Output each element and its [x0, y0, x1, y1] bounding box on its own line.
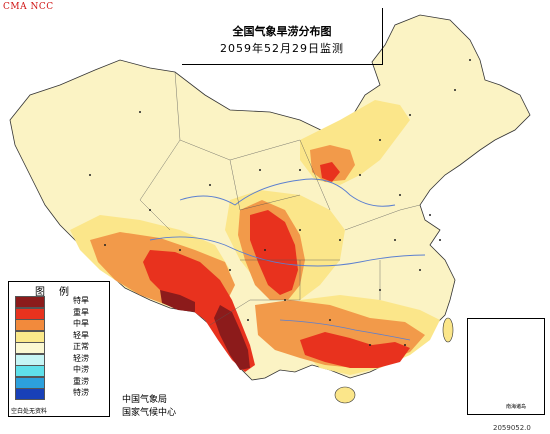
legend-item: 正常 — [15, 342, 105, 354]
map-title-box: 全国气象旱涝分布图 2059年52月29日监测 — [182, 8, 383, 65]
legend-item: 重涝 — [15, 376, 105, 389]
legend-swatch — [15, 319, 45, 331]
org-name-line1: 中国气象局 — [122, 395, 168, 405]
legend-item: 重旱 — [15, 307, 105, 320]
legend-swatch — [15, 307, 45, 320]
legend-label: 中旱 — [73, 319, 89, 328]
inset-label: 南海诸岛 — [506, 404, 527, 410]
taiwan-island — [442, 317, 454, 343]
legend-swatch — [15, 376, 45, 389]
legend-item: 中旱 — [15, 319, 105, 331]
map-code: 2059052.0 — [493, 424, 531, 432]
map-date: 2059年52月29日监测 — [220, 42, 344, 55]
province-borders — [139, 71, 421, 326]
legend-item: 中涝 — [15, 365, 105, 377]
legend-label: 特涝 — [73, 388, 89, 397]
drought-zone-severe-center — [250, 210, 298, 295]
drought-zone-severe-south — [300, 332, 410, 368]
legend-label: 轻涝 — [73, 353, 89, 363]
legend-item: 特旱 — [15, 296, 105, 308]
legend-swatch — [15, 388, 45, 400]
legend-item: 轻涝 — [15, 353, 105, 366]
legend-label: 特旱 — [73, 296, 89, 305]
legend-label: 轻旱 — [73, 330, 89, 340]
river-yangtze — [149, 236, 426, 267]
river-yellow — [179, 178, 396, 207]
legend: 图例 特旱重旱中旱轻旱正常轻涝中涝重涝特涝 空白处无资料 — [8, 281, 110, 417]
drought-zone-extreme-yunnan — [214, 305, 250, 370]
drought-zone-extreme-tibet — [160, 290, 195, 312]
city-markers — [89, 59, 471, 346]
legend-label: 中涝 — [73, 365, 89, 374]
legend-no-data-label: 空白处无资料 — [11, 408, 48, 415]
legend-swatch — [15, 353, 45, 366]
org-name-line2: 国家气候中心 — [122, 408, 177, 418]
legend-title: 图例 — [35, 287, 83, 298]
south-china-sea-inset: 南海诸岛 — [467, 318, 545, 415]
source-tag: CMA NCC — [3, 2, 54, 12]
map-title: 全国气象旱涝分布图 — [232, 25, 332, 38]
legend-swatch — [15, 342, 45, 354]
legend-item: 特涝 — [15, 388, 105, 400]
legend-swatch — [15, 330, 45, 343]
legend-label: 重旱 — [73, 307, 89, 317]
legend-swatch — [15, 365, 45, 377]
legend-item: 轻旱 — [15, 330, 105, 343]
drought-zone-severe-north — [320, 162, 340, 182]
legend-label: 正常 — [73, 342, 89, 351]
legend-label: 重涝 — [73, 376, 89, 386]
hainan-island — [334, 386, 356, 404]
river-pearl — [279, 319, 411, 341]
legend-swatch — [15, 296, 45, 308]
